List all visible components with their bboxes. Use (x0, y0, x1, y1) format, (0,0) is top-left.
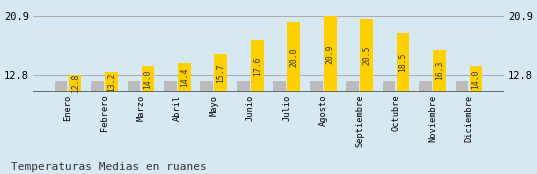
Text: 14.4: 14.4 (180, 68, 189, 87)
Bar (346, 81, 359, 92)
Bar (360, 19, 373, 92)
Bar (200, 81, 213, 92)
Text: 15.7: 15.7 (216, 63, 226, 83)
Bar (55, 81, 68, 92)
Bar (419, 81, 432, 92)
Bar (142, 66, 154, 92)
Bar (455, 81, 468, 92)
Bar (69, 75, 82, 92)
Text: 14.0: 14.0 (143, 69, 153, 89)
Text: 16.3: 16.3 (435, 61, 444, 80)
Text: 20.5: 20.5 (362, 46, 371, 65)
Bar (214, 54, 227, 92)
Bar (469, 66, 482, 92)
Bar (383, 81, 395, 92)
Text: 17.6: 17.6 (253, 56, 262, 76)
Text: Temperaturas Medias en ruanes: Temperaturas Medias en ruanes (11, 162, 207, 172)
Text: 18.5: 18.5 (398, 53, 408, 72)
Bar (91, 81, 104, 92)
Bar (237, 81, 250, 92)
Bar (105, 72, 118, 92)
Bar (324, 16, 337, 92)
Bar (164, 81, 177, 92)
Bar (397, 33, 409, 92)
Text: 20.0: 20.0 (289, 48, 298, 67)
Bar (273, 81, 286, 92)
Bar (310, 81, 323, 92)
Bar (287, 22, 300, 92)
Bar (251, 40, 264, 92)
Text: 20.9: 20.9 (325, 44, 335, 64)
Bar (433, 50, 446, 92)
Bar (128, 81, 140, 92)
Text: 14.0: 14.0 (471, 69, 481, 89)
Bar (178, 63, 191, 92)
Text: 13.2: 13.2 (107, 72, 116, 92)
Text: 12.8: 12.8 (71, 74, 79, 93)
